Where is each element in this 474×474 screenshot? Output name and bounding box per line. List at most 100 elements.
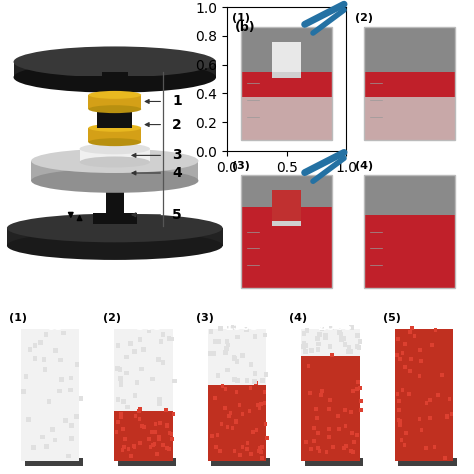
Bar: [43, 367, 47, 372]
Bar: [233, 448, 237, 453]
Bar: [165, 423, 169, 428]
Bar: [121, 400, 126, 404]
Bar: [318, 332, 322, 337]
Bar: [337, 330, 341, 335]
Bar: [251, 429, 255, 434]
Bar: [344, 424, 347, 428]
Bar: [264, 372, 268, 377]
Bar: [74, 362, 79, 367]
Bar: [346, 349, 351, 354]
Bar: [310, 447, 313, 451]
Text: (1): (1): [9, 313, 27, 323]
Bar: [398, 419, 401, 423]
Ellipse shape: [14, 46, 216, 77]
Bar: [88, 128, 141, 142]
Ellipse shape: [88, 124, 141, 132]
Bar: [408, 330, 412, 334]
Bar: [419, 359, 423, 363]
Text: (2): (2): [355, 13, 373, 23]
Bar: [58, 357, 63, 363]
Bar: [7, 228, 223, 246]
Bar: [137, 417, 141, 421]
Bar: [235, 378, 239, 383]
Bar: [69, 375, 73, 380]
Bar: [343, 342, 347, 347]
Bar: [93, 213, 137, 224]
Bar: [134, 414, 137, 418]
Bar: [350, 431, 354, 435]
Bar: [320, 327, 324, 331]
Bar: [336, 414, 340, 418]
Bar: [14, 62, 216, 77]
Bar: [33, 343, 37, 348]
Bar: [42, 357, 46, 362]
Bar: [365, 27, 455, 72]
Bar: [418, 374, 421, 378]
Text: 50s: 50s: [136, 319, 161, 333]
Bar: [301, 356, 359, 461]
Bar: [303, 343, 308, 348]
Bar: [418, 417, 421, 420]
Bar: [25, 458, 83, 466]
Bar: [349, 410, 353, 413]
Bar: [316, 347, 320, 352]
Bar: [227, 414, 231, 418]
Bar: [365, 215, 455, 288]
Bar: [351, 389, 355, 392]
Bar: [28, 347, 32, 352]
Bar: [303, 349, 308, 354]
Bar: [119, 412, 123, 416]
Bar: [359, 399, 363, 403]
Bar: [118, 458, 176, 466]
Text: 2: 2: [172, 118, 182, 132]
Bar: [66, 454, 71, 458]
Bar: [232, 356, 237, 361]
Bar: [339, 337, 344, 342]
Bar: [365, 72, 455, 97]
Bar: [247, 409, 251, 413]
Ellipse shape: [88, 105, 141, 113]
Bar: [401, 389, 404, 392]
Bar: [24, 374, 28, 379]
Bar: [153, 430, 157, 434]
Bar: [358, 385, 362, 390]
Bar: [245, 378, 249, 383]
Bar: [419, 348, 422, 352]
Text: (4): (4): [355, 161, 373, 171]
Bar: [216, 433, 219, 437]
Bar: [259, 401, 263, 406]
Bar: [116, 397, 120, 401]
Bar: [413, 334, 417, 337]
Bar: [241, 207, 332, 288]
Bar: [312, 426, 316, 430]
Bar: [263, 390, 266, 394]
Bar: [133, 393, 137, 398]
Bar: [159, 339, 163, 344]
Bar: [318, 449, 321, 453]
Bar: [325, 450, 328, 455]
Bar: [355, 333, 360, 337]
Bar: [425, 401, 428, 405]
Bar: [397, 418, 401, 422]
Bar: [68, 388, 73, 392]
Text: 1: 1: [172, 94, 182, 109]
Bar: [316, 342, 321, 346]
Bar: [359, 408, 363, 411]
Bar: [301, 329, 359, 356]
Text: (4): (4): [289, 313, 308, 323]
Text: 5: 5: [172, 208, 182, 222]
Bar: [146, 328, 151, 333]
Bar: [53, 348, 58, 353]
Bar: [258, 446, 262, 450]
Bar: [217, 339, 221, 344]
Bar: [218, 327, 223, 331]
Ellipse shape: [88, 138, 141, 146]
Bar: [156, 357, 161, 362]
Bar: [309, 348, 314, 353]
Bar: [118, 367, 122, 372]
Bar: [235, 359, 239, 364]
Text: 4: 4: [172, 166, 182, 180]
Bar: [116, 343, 120, 348]
Bar: [358, 386, 362, 390]
Bar: [38, 340, 43, 345]
